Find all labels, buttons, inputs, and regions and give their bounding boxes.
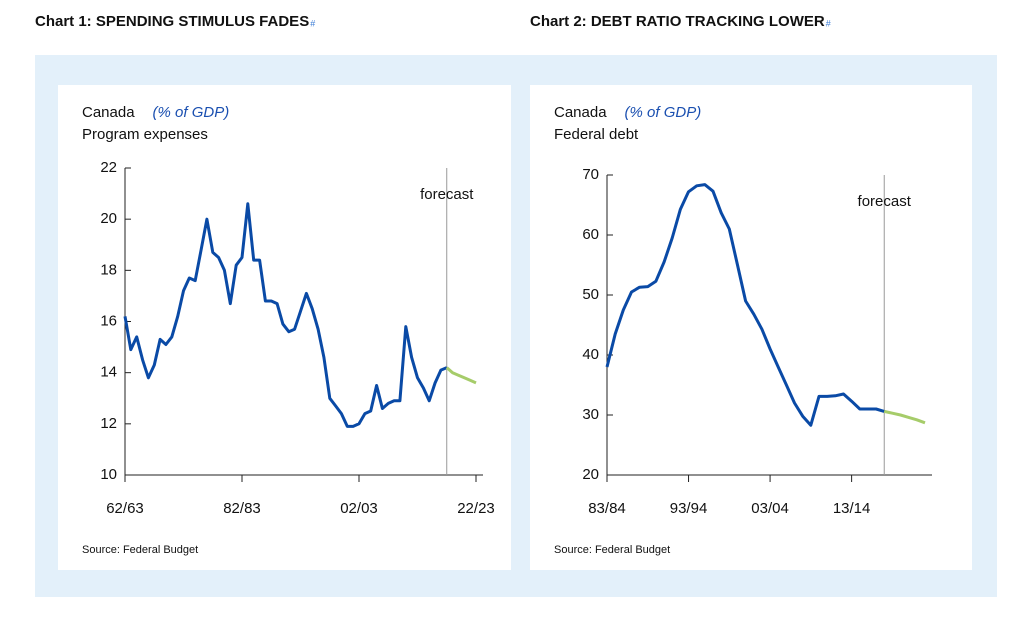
annotation: forecast <box>858 193 912 210</box>
x-tick-label: 62/63 <box>106 500 144 517</box>
source: Source: Federal Budget <box>554 544 670 556</box>
x-tick-label: 22/23 <box>457 500 495 517</box>
y-tick-label: 60 <box>582 226 599 243</box>
line <box>605 183 885 427</box>
chart-title: Chart 1: SPENDING STIMULUS FADES <box>35 13 309 30</box>
y-tick-label: 14 <box>100 364 117 381</box>
line <box>883 409 926 425</box>
y-tick-label: 18 <box>100 261 117 278</box>
chart-panel <box>530 85 972 570</box>
unit: (% of GDP) <box>625 104 702 121</box>
y-tick-label: 10 <box>100 466 117 483</box>
x-tick-label: 03/04 <box>751 500 789 517</box>
line <box>445 366 477 385</box>
y-tick-label: 12 <box>100 415 117 432</box>
line <box>123 202 448 428</box>
source: Source: Federal Budget <box>82 544 198 556</box>
x-tick-label: 93/94 <box>670 500 708 517</box>
x-tick-label: 13/14 <box>833 500 871 517</box>
y-tick-label: 50 <box>582 286 599 303</box>
y-axis-label: Program expenses <box>82 126 208 143</box>
subtitle: Canada <box>82 104 135 121</box>
x-tick-label: 02/03 <box>340 500 378 517</box>
y-tick-label: 40 <box>582 346 599 363</box>
footnote-mark: # <box>826 18 831 28</box>
chart-title: Chart 2: DEBT RATIO TRACKING LOWER <box>530 13 825 30</box>
y-axis-label: Federal debt <box>554 126 639 143</box>
y-tick-label: 22 <box>100 159 117 176</box>
footnote-mark: # <box>310 18 315 28</box>
y-tick-label: 30 <box>582 406 599 423</box>
subtitle: Canada <box>554 104 607 121</box>
annotation: forecast <box>420 186 474 203</box>
y-tick-label: 20 <box>582 466 599 483</box>
y-tick-label: 16 <box>100 312 117 329</box>
y-tick-label: 20 <box>100 210 117 227</box>
unit: (% of GDP) <box>153 104 230 121</box>
x-tick-label: 83/84 <box>588 500 626 517</box>
y-tick-label: 70 <box>582 166 599 183</box>
x-tick-label: 82/83 <box>223 500 261 517</box>
